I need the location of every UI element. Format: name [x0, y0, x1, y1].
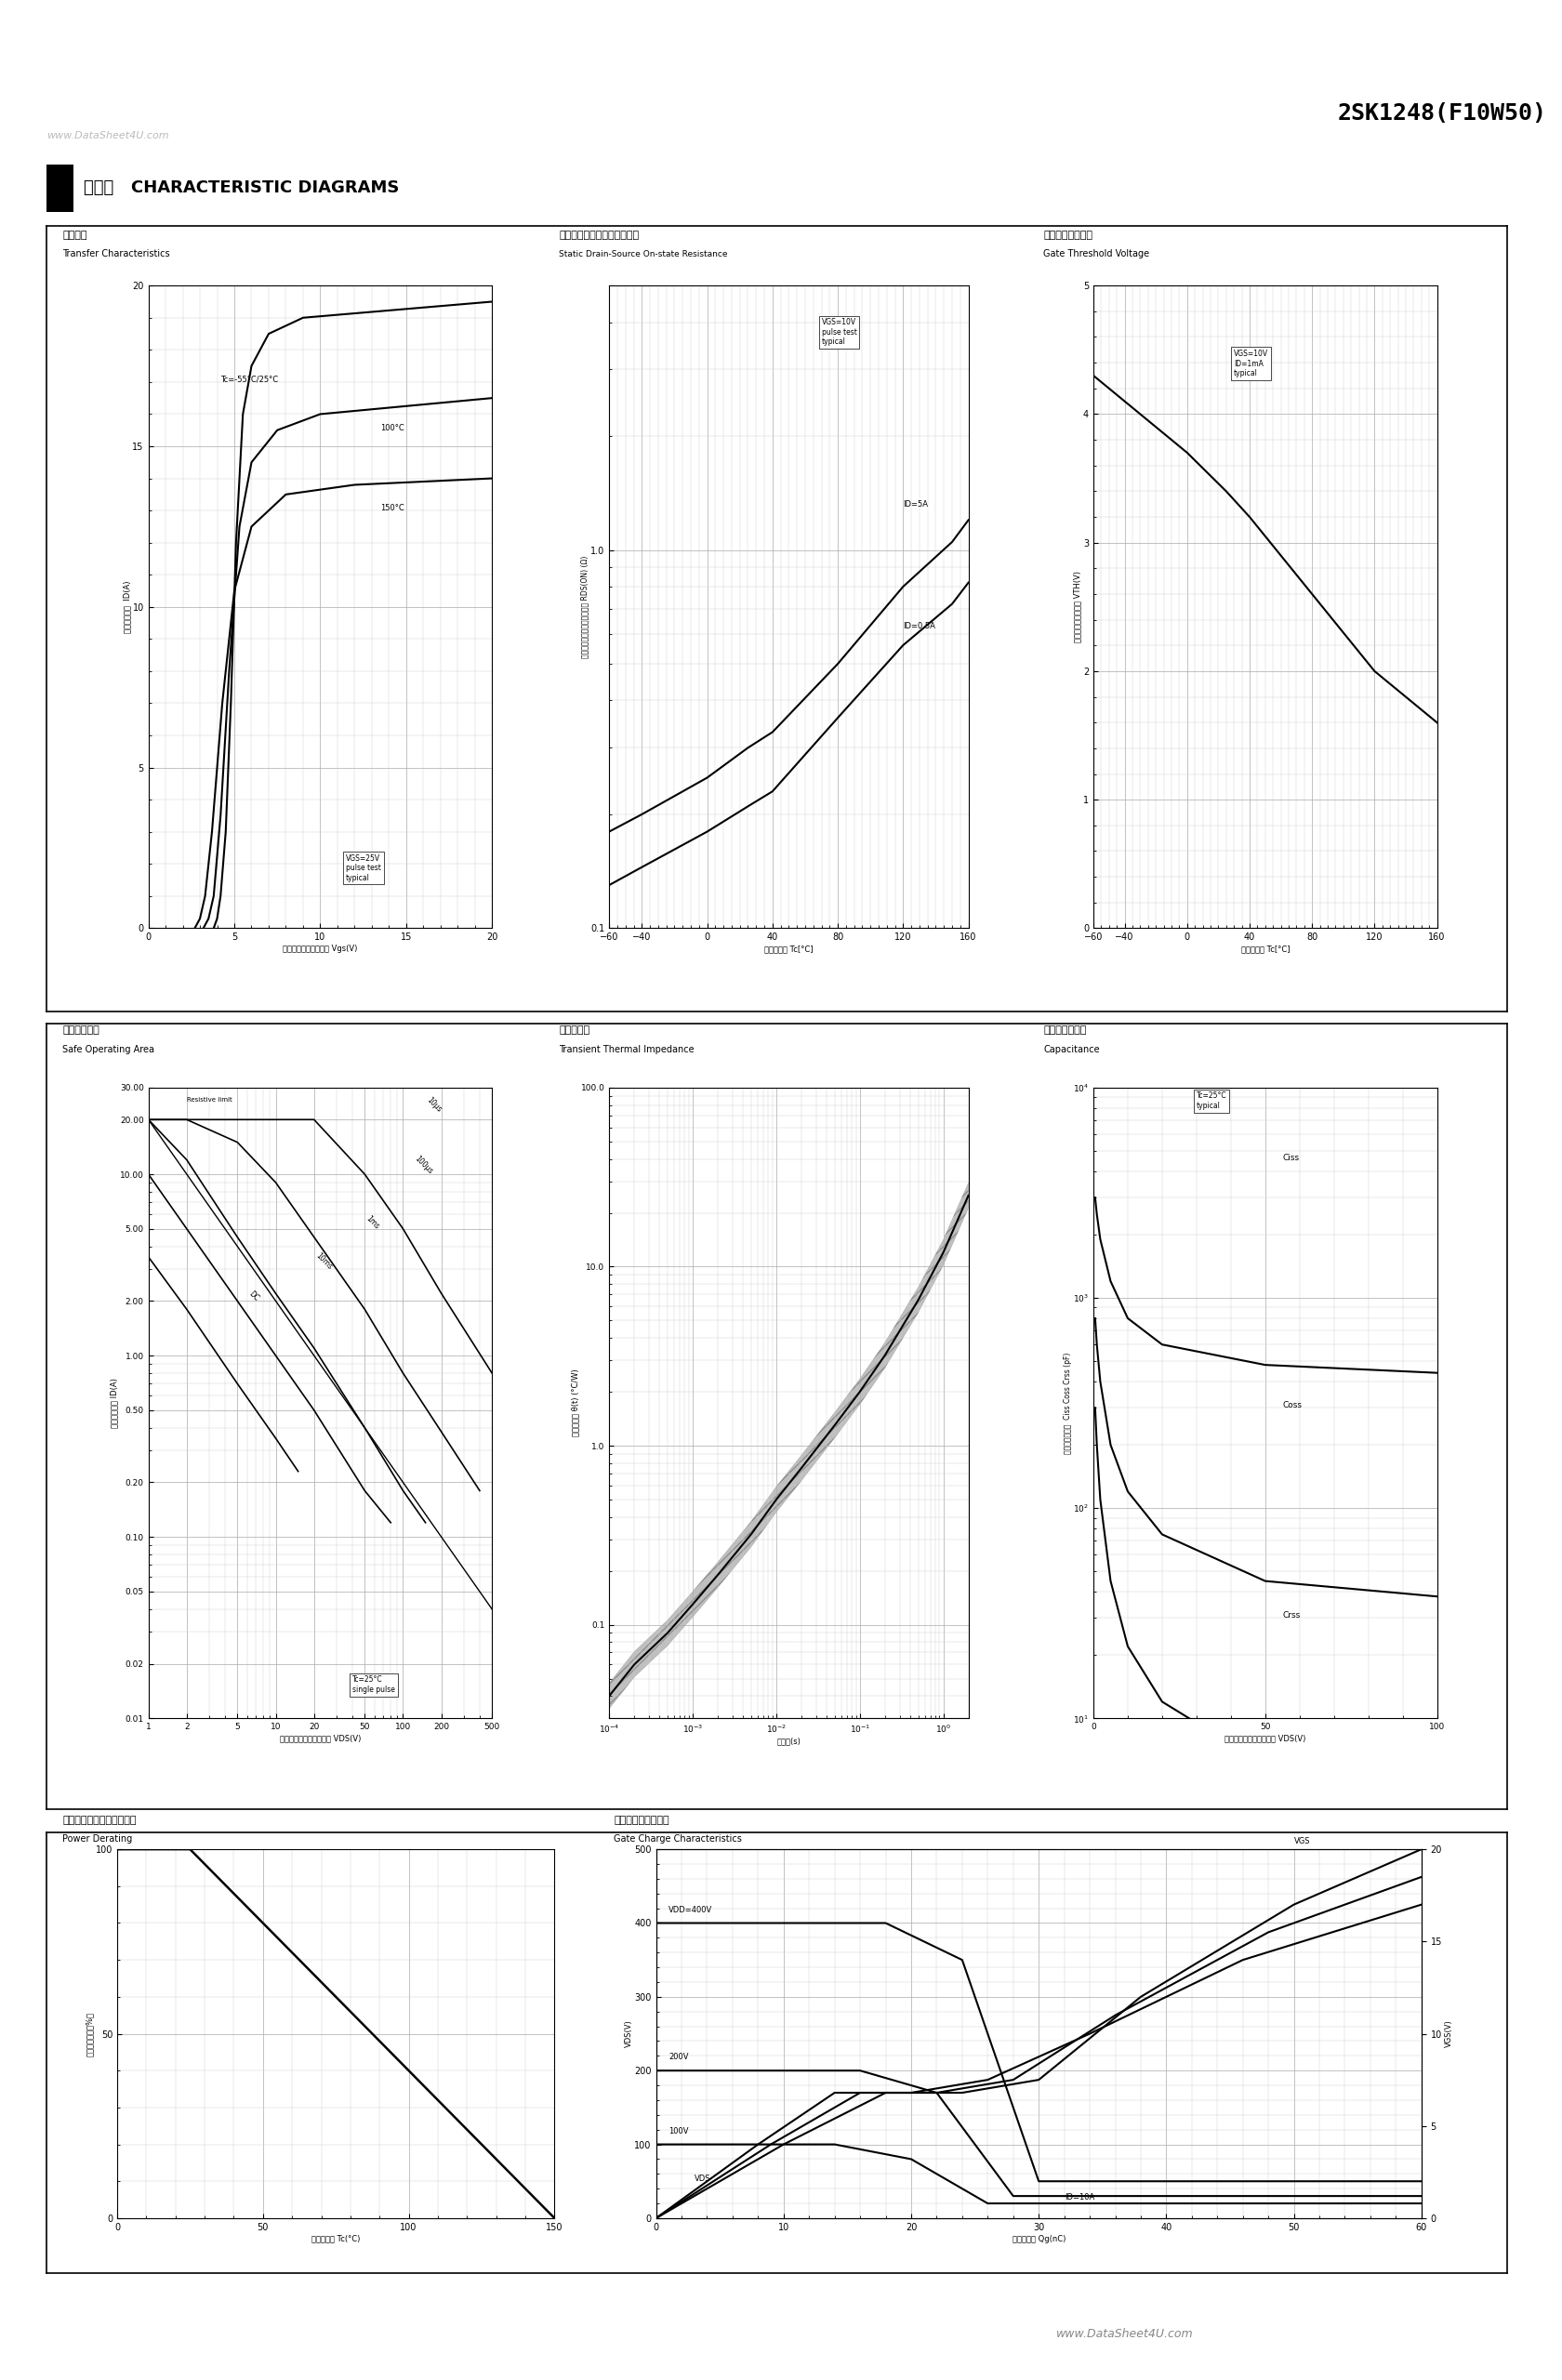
Text: 10μs: 10μs	[425, 1095, 444, 1114]
Text: 150°C: 150°C	[381, 505, 405, 512]
Text: Gate Charge Characteristics: Gate Charge Characteristics	[614, 1835, 742, 1844]
Text: 200V: 200V	[669, 2054, 689, 2061]
Text: Coss: Coss	[1282, 1402, 1303, 1409]
Text: キャパシタンス: キャパシタンス	[1043, 1026, 1087, 1035]
Text: ID=0.5A: ID=0.5A	[903, 621, 936, 631]
Text: 特性図   CHARACTERISTIC DIAGRAMS: 特性図 CHARACTERISTIC DIAGRAMS	[84, 178, 400, 198]
Text: Transfer Characteristics: Transfer Characteristics	[62, 250, 170, 259]
Text: 100V: 100V	[669, 2128, 689, 2135]
Y-axis label: 全損失減少率（%）: 全損失減少率（%）	[86, 2011, 94, 2056]
Text: 伝達特性: 伝達特性	[62, 231, 87, 240]
Text: 全損失減少率－ケース温度: 全損失減少率－ケース温度	[62, 1816, 136, 1825]
X-axis label: ゲート・ソース間電圧 Vgs(V): ゲート・ソース間電圧 Vgs(V)	[283, 945, 358, 952]
Text: ゲートしきい電圧: ゲートしきい電圧	[1043, 231, 1093, 240]
Text: VGS: VGS	[1293, 1837, 1311, 1845]
Text: Capacitance: Capacitance	[1043, 1045, 1100, 1054]
X-axis label: ドレイン・ソース間電圧 VDS(V): ドレイン・ソース間電圧 VDS(V)	[280, 1733, 361, 1742]
Text: Safe Operating Area: Safe Operating Area	[62, 1045, 155, 1054]
Text: ID=10A: ID=10A	[1064, 2194, 1095, 2202]
Text: 過渡熱抵抗: 過渡熱抵抗	[559, 1026, 590, 1035]
Text: 安全動作領域: 安全動作領域	[62, 1026, 100, 1035]
Text: Ciss: Ciss	[1282, 1154, 1300, 1161]
Text: Tc=25°C
single pulse: Tc=25°C single pulse	[353, 1676, 395, 1695]
Text: 10ms: 10ms	[314, 1252, 334, 1271]
Text: Power Derating: Power Derating	[62, 1835, 133, 1844]
Text: ドレイン・ソース間オン抵抗: ドレイン・ソース間オン抵抗	[559, 231, 639, 240]
Text: Tc=25°C
typical: Tc=25°C typical	[1196, 1092, 1226, 1109]
X-axis label: ゲート電荷 Qg(nC): ゲート電荷 Qg(nC)	[1012, 2235, 1065, 2242]
X-axis label: ケース温度 Tc(°C): ケース温度 Tc(°C)	[311, 2235, 361, 2242]
Text: ゲートチャージ特性: ゲートチャージ特性	[614, 1816, 669, 1825]
X-axis label: 時間：(s): 時間：(s)	[776, 1737, 801, 1745]
Y-axis label: ドレイン・ソース間オン抗抗 RDS(ON) (Ω): ドレイン・ソース間オン抗抗 RDS(ON) (Ω)	[581, 555, 589, 659]
Y-axis label: キャパシタンス  Ciss Coss Crss (pF): キャパシタンス Ciss Coss Crss (pF)	[1064, 1352, 1072, 1454]
Text: Tc=-55°C/25°C: Tc=-55°C/25°C	[220, 376, 278, 383]
Text: ID=5A: ID=5A	[903, 500, 928, 509]
Text: VGS=10V
ID=1mA
typical: VGS=10V ID=1mA typical	[1234, 350, 1268, 378]
Text: Crss: Crss	[1282, 1611, 1300, 1621]
Bar	[47, 164, 73, 212]
X-axis label: ケース温度 Tc[°C]: ケース温度 Tc[°C]	[1240, 945, 1290, 952]
Text: Gate Threshold Voltage: Gate Threshold Voltage	[1043, 250, 1150, 259]
Text: Transient Thermal Impedance: Transient Thermal Impedance	[559, 1045, 695, 1054]
Text: VDD=400V: VDD=400V	[669, 1906, 712, 1914]
Text: Static Drain-Source On-state Resistance: Static Drain-Source On-state Resistance	[559, 250, 728, 259]
X-axis label: ケース温度 Tc[°C]: ケース温度 Tc[°C]	[764, 945, 814, 952]
Y-axis label: VGS(V): VGS(V)	[1445, 2021, 1453, 2047]
Text: VDS: VDS	[695, 2175, 711, 2182]
Y-axis label: 過渡熱抗抗 θ(t) (°C/W): 過渡熱抗抗 θ(t) (°C/W)	[572, 1368, 580, 1438]
X-axis label: ドレイン・ソース間電圧 VDS(V): ドレイン・ソース間電圧 VDS(V)	[1225, 1733, 1306, 1742]
Text: 100°C: 100°C	[381, 424, 405, 433]
Text: www.DataSheet4U.com: www.DataSheet4U.com	[47, 131, 169, 140]
Text: 100μs: 100μs	[412, 1154, 434, 1176]
Text: 2SK1248(F10W50): 2SK1248(F10W50)	[1337, 102, 1546, 124]
Text: Resistive limit: Resistive limit	[187, 1097, 233, 1102]
Y-axis label: ゲート・しきい電圧 VTH(V): ゲート・しきい電圧 VTH(V)	[1073, 571, 1082, 643]
Text: VGS=10V
pulse test
typical: VGS=10V pulse test typical	[822, 319, 856, 345]
Y-axis label: ドレイン電流 ID(A): ドレイン電流 ID(A)	[111, 1378, 119, 1428]
Y-axis label: VDS(V): VDS(V)	[625, 2021, 633, 2047]
Text: 1ms: 1ms	[364, 1214, 381, 1230]
Y-axis label: ドレイン電流  ID(A): ドレイン電流 ID(A)	[123, 581, 131, 633]
Text: DC: DC	[247, 1290, 261, 1302]
Text: VGS=25V
pulse test
typical: VGS=25V pulse test typical	[347, 854, 381, 883]
Text: www.DataSheet4U.com: www.DataSheet4U.com	[1056, 2328, 1193, 2340]
